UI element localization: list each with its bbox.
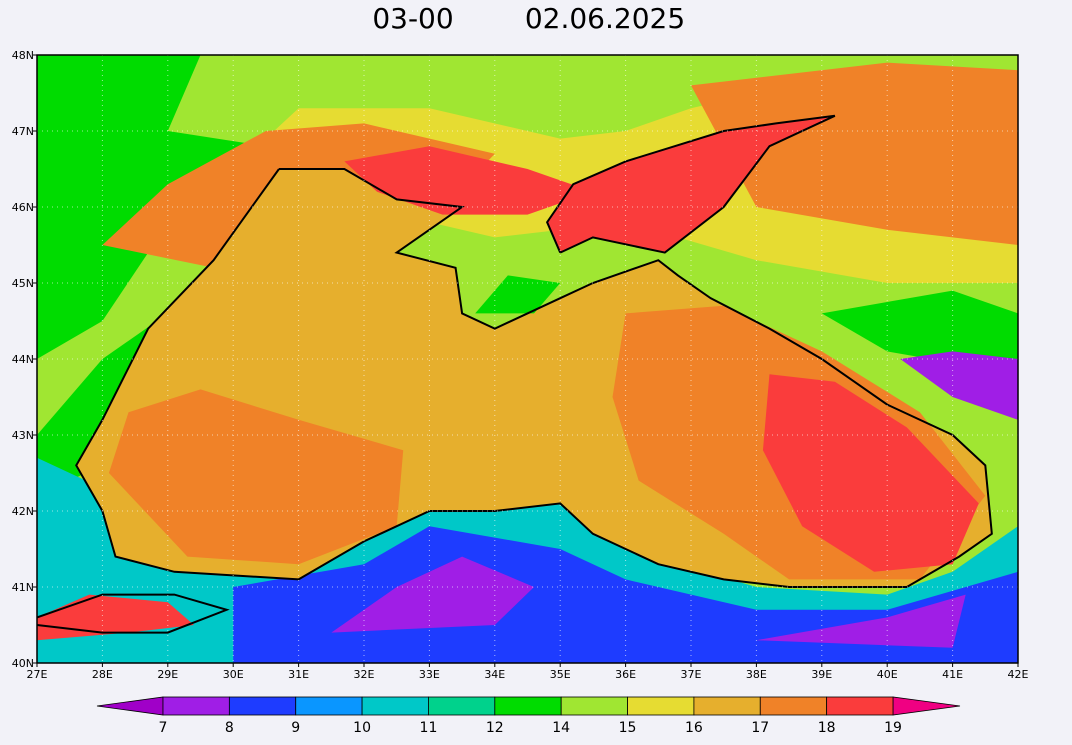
lat-label: 44N [12, 353, 34, 366]
plot-frame [36, 54, 1019, 664]
colorbar-label: 12 [486, 720, 504, 736]
colorbar-label: 19 [884, 720, 902, 736]
field-purple-e [900, 351, 1018, 420]
lon-label: 39E [811, 668, 832, 681]
lat-label: 41N [12, 581, 34, 594]
field-green-e [821, 290, 1018, 375]
lat-label: 47N [12, 125, 34, 138]
lon-label: 38E [746, 668, 767, 681]
title-date: 02.06.2025 [525, 2, 685, 35]
coastline [37, 116, 992, 633]
colorbar-segment [826, 696, 894, 716]
colorbar-label: 9 [291, 720, 300, 736]
lon-label: 31E [288, 668, 309, 681]
lon-label: 40E [877, 668, 898, 681]
colorbar-segment [560, 696, 628, 716]
lon-label: 33E [419, 668, 440, 681]
field-red-n [344, 146, 593, 215]
lon-label: 35E [550, 668, 571, 681]
lon-label: 28E [92, 668, 113, 681]
lat-label: 46N [12, 201, 34, 214]
colorbar-label: 15 [619, 720, 637, 736]
field-crimea-green [475, 275, 561, 314]
lon-label: 30E [223, 668, 244, 681]
lat-label: 43N [12, 429, 34, 442]
colorbar-segment [295, 696, 363, 716]
field-red-e [762, 374, 979, 572]
colorbar-segment [693, 696, 761, 716]
lon-label: 29E [157, 668, 178, 681]
lat-label: 48N [12, 49, 34, 62]
field-azov [547, 115, 835, 253]
lon-label: 37E [681, 668, 702, 681]
lat-label: 45N [12, 277, 34, 290]
title-time: 03-00 [372, 2, 453, 35]
colorbar-segment [361, 696, 429, 716]
colorbar-label: 8 [225, 720, 234, 736]
colorbar-label: 11 [420, 720, 438, 736]
lon-label: 34E [484, 668, 505, 681]
colorbar-segment [162, 696, 230, 716]
field-purple-s1 [331, 556, 535, 633]
colorbar-label: 7 [159, 720, 168, 736]
lon-label: 27E [27, 668, 48, 681]
field-orange-w [108, 389, 404, 565]
colorbar-label: 17 [751, 720, 769, 736]
colorbar-segment [627, 696, 695, 716]
colorbar-label: 16 [685, 720, 703, 736]
field-orange-ne [691, 62, 1018, 245]
grid: 27E 28E 29E 30E 31E 32E 33E 34E 35E 36E 37E 38E 39E 4… [12, 49, 1029, 681]
colorbar-segment [759, 696, 828, 716]
field-purple-s2 [756, 594, 966, 648]
lon-label: 41E [942, 668, 963, 681]
colorbar-segment [494, 696, 562, 716]
colorbar-segment [228, 696, 297, 716]
coastline-marmara [37, 595, 227, 633]
lon-label: 32E [354, 668, 375, 681]
coastline-azov [547, 116, 835, 253]
colorbar-label: 18 [818, 720, 836, 736]
colorbar-label: 10 [353, 720, 371, 736]
lon-label: 36E [615, 668, 636, 681]
lat-label: 40N [12, 657, 34, 670]
colorbar-segment [428, 696, 496, 716]
lat-label: 42N [12, 505, 34, 518]
colorbar-label: 14 [552, 720, 570, 736]
colorbar: 7 8 9 10 11 12 14 15 16 17 18 19 [96, 696, 961, 736]
lon-label: 42E [1008, 668, 1029, 681]
coastline-sea [76, 169, 992, 587]
